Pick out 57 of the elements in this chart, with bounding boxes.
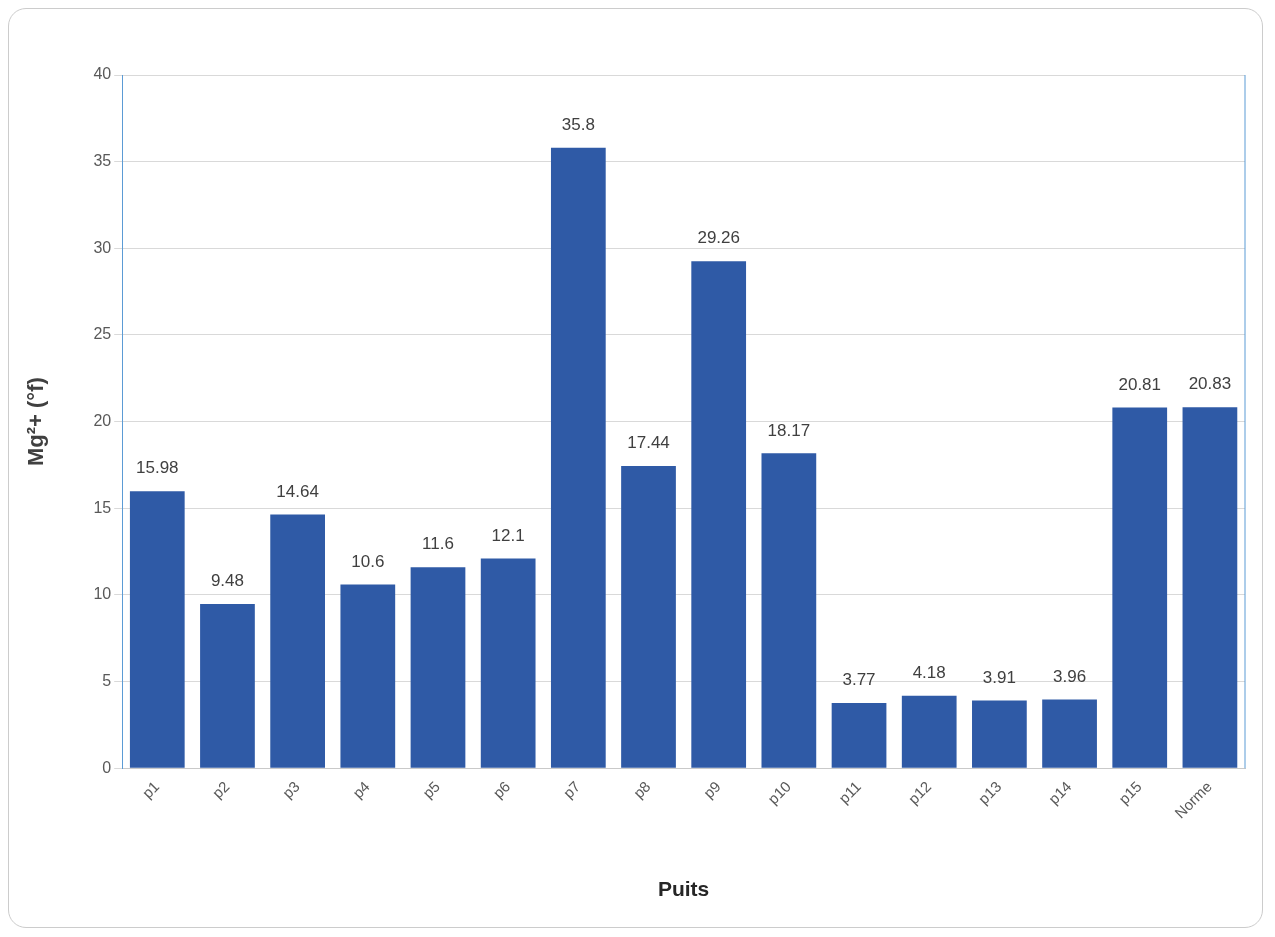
bar — [621, 465, 676, 768]
y-tick-label: 40 — [93, 65, 112, 83]
bar — [761, 453, 817, 768]
x-tick-label: p6 — [489, 777, 514, 802]
y-tick-label: 0 — [102, 758, 112, 776]
bar — [410, 567, 466, 768]
y-tick-label: 30 — [93, 238, 112, 256]
data-label: 15.98 — [136, 458, 179, 478]
x-tick-label: p9 — [699, 777, 724, 802]
x-axis-title: Puits — [657, 877, 710, 901]
x-tick-label: p10 — [764, 777, 794, 808]
x-tick-label: p13 — [974, 777, 1005, 808]
data-label: 20.83 — [1188, 374, 1232, 394]
data-label: 4.18 — [912, 662, 946, 682]
bar — [550, 147, 606, 768]
x-tick-label: p2 — [208, 777, 233, 802]
bar — [340, 584, 396, 768]
bar — [1042, 699, 1097, 768]
data-label: 29.26 — [697, 228, 740, 248]
y-tick-label: 25 — [93, 325, 112, 343]
data-label: 12.1 — [491, 525, 525, 545]
y-tick-label: 20 — [93, 412, 112, 430]
x-tick-label: p4 — [349, 777, 373, 802]
data-label: 3.91 — [982, 667, 1016, 687]
data-label: 17.44 — [627, 433, 670, 453]
y-tick-label: 35 — [93, 152, 112, 170]
data-label: 14.64 — [276, 481, 319, 501]
data-label: 3.96 — [1053, 666, 1087, 686]
x-tick-label: p11 — [835, 777, 865, 807]
y-tick-label: 15 — [93, 498, 112, 516]
x-tick-label: p7 — [559, 777, 584, 802]
x-tick-label: p8 — [629, 777, 654, 802]
data-label: 11.6 — [422, 534, 454, 554]
data-label: 18.17 — [767, 420, 811, 440]
bar — [831, 702, 887, 768]
y-axis-title: Mg²+ (°f) — [23, 377, 49, 467]
x-tick-label: p3 — [278, 777, 303, 802]
bar — [901, 695, 957, 768]
bar — [480, 558, 536, 768]
bar — [1112, 407, 1168, 768]
bar — [129, 491, 185, 768]
data-label: 35.8 — [561, 114, 595, 134]
y-tick-label: 5 — [102, 672, 112, 689]
data-label: 3.77 — [842, 670, 876, 690]
x-tick-label: p14 — [1044, 777, 1075, 808]
bar — [691, 261, 747, 768]
x-tick-label: p1 — [138, 777, 163, 802]
bar — [270, 514, 325, 768]
data-label: 20.81 — [1118, 374, 1162, 394]
data-label: 10.6 — [351, 551, 385, 571]
bar — [200, 603, 255, 768]
x-tick-label: p5 — [419, 777, 444, 802]
x-tick-label: p12 — [904, 777, 935, 808]
bar — [972, 700, 1027, 768]
y-tick-label: 10 — [93, 585, 112, 603]
data-label: 9.48 — [210, 571, 245, 591]
bar — [1182, 407, 1238, 768]
